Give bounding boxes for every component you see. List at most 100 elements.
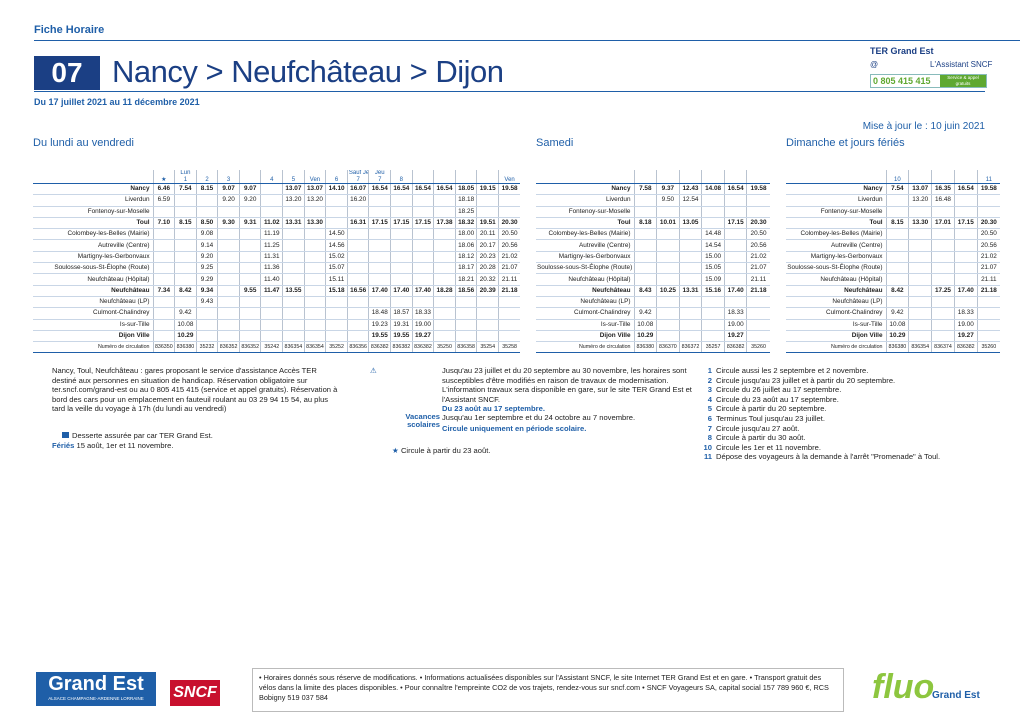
time: 17.25 xyxy=(931,284,955,297)
at-icon: @ xyxy=(870,60,879,69)
station-row: Soulosse-sous-St-Élophe (Route) 21.07 xyxy=(786,262,1000,275)
time xyxy=(476,307,499,320)
note-ref: 4 xyxy=(707,394,712,404)
time xyxy=(723,273,747,286)
number-label: Numéro de circulation xyxy=(536,341,634,354)
station-name: Martigny-les-Gerbonvaux xyxy=(33,251,154,264)
time xyxy=(411,273,434,286)
note-text: Circule les 1er et 11 novembre. xyxy=(716,442,821,452)
time xyxy=(908,206,932,218)
time xyxy=(217,307,240,320)
time: 21.07 xyxy=(976,262,1000,275)
time xyxy=(390,194,413,207)
note-ref: 1 xyxy=(707,366,712,375)
time xyxy=(325,206,348,218)
time xyxy=(656,239,680,252)
time xyxy=(238,329,261,343)
time xyxy=(656,273,680,286)
note-access: Nancy, Toul, Neufchâteau : gares proposa… xyxy=(52,366,338,414)
note-text: Dépose des voyageurs à la demande à l'ar… xyxy=(716,452,941,462)
time: 19.15 xyxy=(476,182,499,196)
note-text: Circule jusqu'au 27 août. xyxy=(716,423,800,433)
station-row: Colombey-les-Belles (Mairie) 20.50 xyxy=(786,228,1000,241)
time xyxy=(931,273,955,286)
time: 18.18 xyxy=(454,194,477,207)
ref-note: 7 xyxy=(356,176,360,183)
time xyxy=(953,239,978,252)
region-sub: ALSACE CHAMPAGNE-ARDENNE LORRAINE xyxy=(48,696,144,701)
time xyxy=(282,273,305,286)
time: 21.18 xyxy=(746,284,770,297)
station-row: Neufchâteau (LP) xyxy=(786,296,1000,309)
time: 19.58 xyxy=(498,182,521,196)
station-name: Dijon Ville xyxy=(33,329,154,343)
time: 7.54 xyxy=(885,182,909,196)
station-name: Neufchâteau (Hôpital) xyxy=(536,273,634,286)
time xyxy=(633,251,657,264)
time xyxy=(953,206,978,218)
time: 20.50 xyxy=(498,228,521,241)
time: 10.01 xyxy=(656,216,680,230)
time xyxy=(908,284,932,297)
station-name: Liverdun xyxy=(33,194,154,207)
station-row: Neufchâteau 8.43 10.25 13.31 15.16 17.40 21.18 xyxy=(536,284,770,297)
time: 9.20 xyxy=(195,251,218,264)
time xyxy=(390,251,413,264)
time xyxy=(746,194,770,207)
ref-note: 2 xyxy=(205,176,209,183)
time: 12.54 xyxy=(678,194,702,207)
time xyxy=(325,296,348,309)
time xyxy=(433,228,456,241)
time xyxy=(433,194,456,207)
time: 13.31 xyxy=(282,216,305,230)
station-row: Soulosse-sous-St-Élophe (Route) 15.05 21.0… xyxy=(536,262,770,275)
column-note xyxy=(678,170,702,184)
day-note: Jeu xyxy=(374,170,385,176)
time xyxy=(656,307,680,320)
time: 20.30 xyxy=(498,216,521,230)
time: 10.29 xyxy=(174,329,197,343)
time xyxy=(238,206,261,218)
time xyxy=(217,239,240,252)
ref-note: 3 xyxy=(226,176,231,183)
time: 20.30 xyxy=(746,216,770,230)
time: 17.15 xyxy=(723,216,747,230)
time: 13.31 xyxy=(678,284,702,297)
numbered-note: 8 Circule à partir du 30 août. xyxy=(700,433,1000,443)
time xyxy=(931,262,955,275)
ref-note: 11 xyxy=(985,176,992,183)
time: 15.18 xyxy=(325,284,348,297)
rule xyxy=(34,91,985,92)
time: 21.07 xyxy=(498,262,521,275)
updated: Mise à jour le : 10 juin 2021 xyxy=(862,121,985,132)
station-name: Liverdun xyxy=(536,194,634,207)
time xyxy=(885,296,909,309)
time xyxy=(908,296,932,309)
time xyxy=(174,206,197,218)
time: 6.59 xyxy=(152,194,175,207)
station-name: Neufchâteau xyxy=(786,284,886,297)
time xyxy=(908,307,932,320)
station-row: Nancy 7.54 13.07 16.35 16.54 19.58 xyxy=(786,182,1000,196)
station-name: Neufchâteau (Hôpital) xyxy=(786,273,886,286)
train-number: 35252 xyxy=(325,341,348,354)
station-row: Dijon Ville 10.29 19.27 xyxy=(786,329,1000,343)
time: 11.19 xyxy=(260,228,283,241)
time xyxy=(217,329,240,343)
column-note: 3 xyxy=(217,170,240,184)
station-row: Toul 8.15 13.30 17.01 17.15 20.30 xyxy=(786,216,1000,230)
time xyxy=(282,239,305,252)
note-ref: 8 xyxy=(707,433,712,443)
time: 9.07 xyxy=(238,182,261,196)
warning-icon: ⚠ xyxy=(370,366,377,375)
station-name: Martigny-les-Gerbonvaux xyxy=(536,251,634,264)
time xyxy=(885,273,909,286)
time: 13.20 xyxy=(303,194,326,207)
time: 9.42 xyxy=(633,307,657,320)
station-row: Neufchâteau (Hôpital) 9.29 11.40 15.11 18.21… xyxy=(33,273,521,286)
column-note xyxy=(238,170,261,184)
time: 9.08 xyxy=(195,228,218,241)
station-row: Culmont-Chalindrey 9.42 18.33 xyxy=(786,307,1000,320)
station-name: Neufchâteau (LP) xyxy=(536,296,634,309)
time: 17.15 xyxy=(953,216,978,230)
